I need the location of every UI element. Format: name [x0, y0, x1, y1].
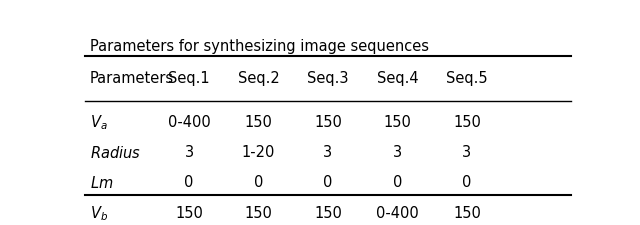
- Text: $Radius$: $Radius$: [90, 145, 141, 161]
- Text: 1-20: 1-20: [242, 145, 275, 160]
- Text: 0: 0: [462, 176, 472, 190]
- Text: 150: 150: [244, 115, 273, 130]
- Text: 3: 3: [393, 145, 402, 160]
- Text: Seq.4: Seq.4: [376, 72, 419, 86]
- Text: 150: 150: [175, 206, 203, 221]
- Text: 150: 150: [244, 206, 273, 221]
- Text: 150: 150: [314, 115, 342, 130]
- Text: 0-400: 0-400: [376, 206, 419, 221]
- Text: 0: 0: [323, 176, 333, 190]
- Text: $V_b$: $V_b$: [90, 204, 108, 223]
- Text: $V_a$: $V_a$: [90, 113, 108, 132]
- Text: 0: 0: [254, 176, 263, 190]
- Text: 3: 3: [323, 145, 333, 160]
- Text: 150: 150: [314, 206, 342, 221]
- Text: Seq.2: Seq.2: [237, 72, 280, 86]
- Text: Seq.3: Seq.3: [307, 72, 349, 86]
- Text: 150: 150: [453, 115, 481, 130]
- Text: Seq.5: Seq.5: [446, 72, 488, 86]
- Text: 0: 0: [184, 176, 194, 190]
- Text: Parameters: Parameters: [90, 72, 174, 86]
- Text: $Lm$: $Lm$: [90, 175, 113, 191]
- Text: Seq.1: Seq.1: [168, 72, 210, 86]
- Text: 0-400: 0-400: [168, 115, 211, 130]
- Text: 150: 150: [383, 115, 412, 130]
- Text: Parameters for synthesizing image sequences: Parameters for synthesizing image sequen…: [90, 39, 429, 54]
- Text: 3: 3: [462, 145, 472, 160]
- Text: 3: 3: [184, 145, 194, 160]
- Text: 0: 0: [393, 176, 402, 190]
- Text: 150: 150: [453, 206, 481, 221]
